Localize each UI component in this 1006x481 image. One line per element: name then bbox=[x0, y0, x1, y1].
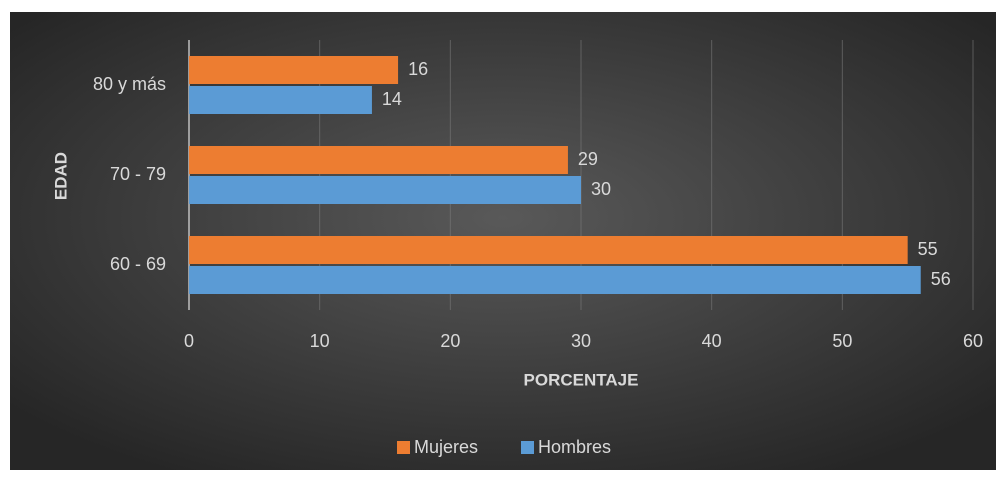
bar bbox=[189, 86, 372, 114]
data-label: 30 bbox=[591, 179, 611, 199]
bar bbox=[189, 236, 908, 264]
data-label: 55 bbox=[918, 239, 938, 259]
legend-label: Mujeres bbox=[414, 437, 478, 457]
x-tick-label: 30 bbox=[571, 331, 591, 351]
data-label: 56 bbox=[931, 269, 951, 289]
data-label: 16 bbox=[408, 59, 428, 79]
x-tick-label: 0 bbox=[184, 331, 194, 351]
data-label: 29 bbox=[578, 149, 598, 169]
legend-label: Hombres bbox=[538, 437, 611, 457]
bar bbox=[189, 146, 568, 174]
y-tick-label: 70 - 79 bbox=[110, 164, 166, 184]
x-tick-label: 50 bbox=[832, 331, 852, 351]
data-label: 14 bbox=[382, 89, 402, 109]
bar bbox=[189, 176, 581, 204]
x-tick-label: 20 bbox=[440, 331, 460, 351]
x-tick-label: 10 bbox=[310, 331, 330, 351]
legend-swatch bbox=[521, 441, 534, 454]
x-axis-title: PORCENTAJE bbox=[524, 370, 639, 389]
y-axis-title: EDAD bbox=[51, 152, 70, 200]
x-tick-label: 40 bbox=[702, 331, 722, 351]
y-tick-label: 60 - 69 bbox=[110, 254, 166, 274]
legend-swatch bbox=[397, 441, 410, 454]
bar bbox=[189, 56, 399, 84]
x-tick-label: 60 bbox=[963, 331, 983, 351]
bar bbox=[189, 266, 921, 294]
y-tick-label: 80 y más bbox=[93, 74, 166, 94]
